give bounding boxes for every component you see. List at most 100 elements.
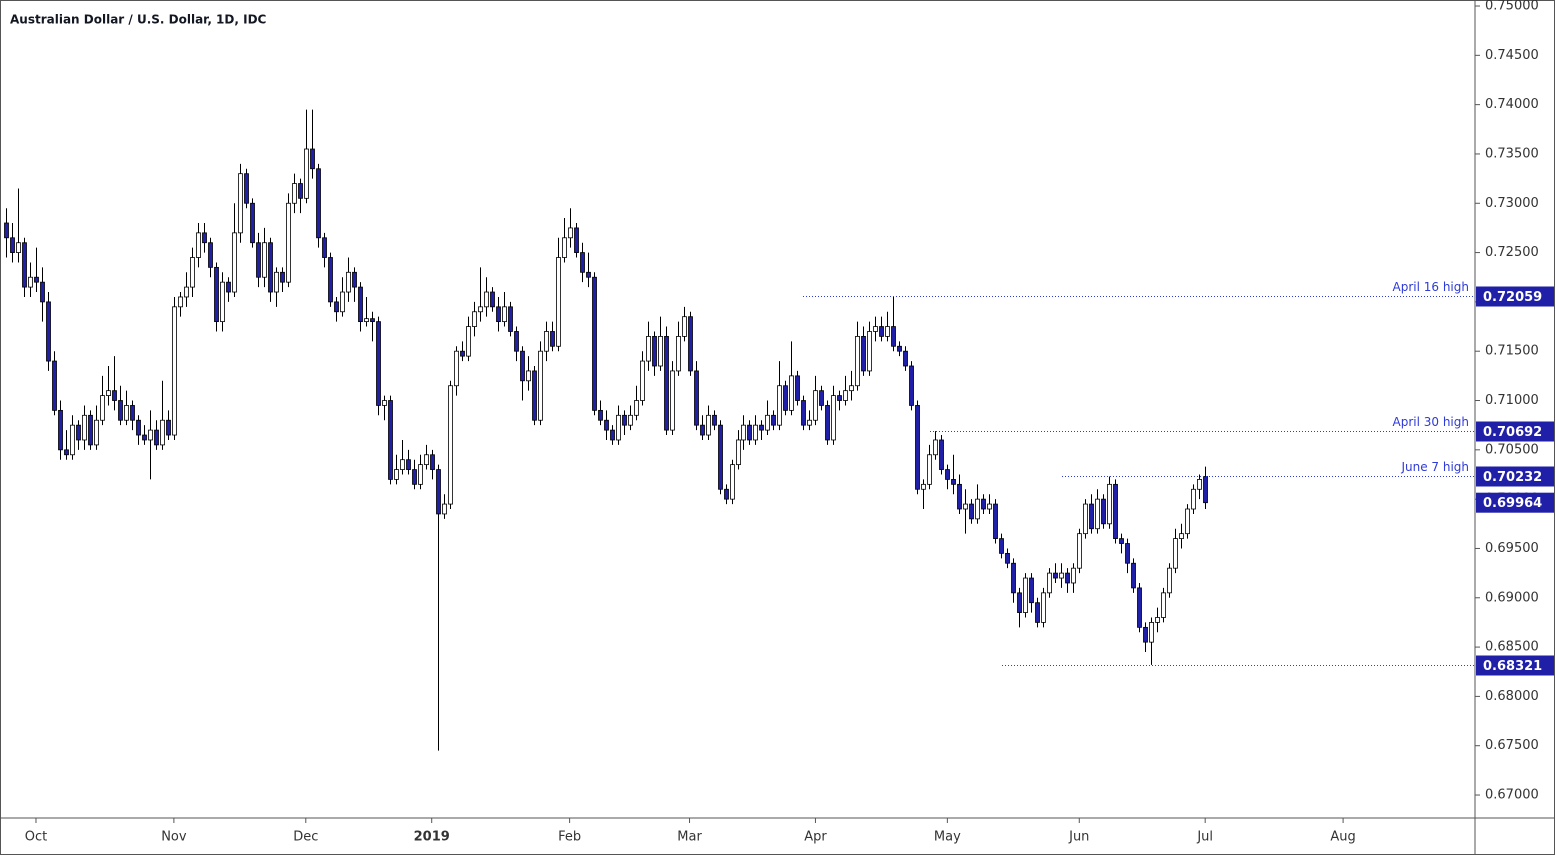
candle-body [783, 385, 788, 411]
candle-body [628, 414, 633, 426]
candle-body [256, 242, 261, 278]
x-tick-label: May [934, 830, 961, 845]
x-tick-label: Oct [25, 830, 47, 845]
y-tick-label: 0.75000 [1485, 0, 1539, 14]
level-label: June 7 high [1400, 460, 1469, 474]
candle-body [1125, 543, 1130, 564]
y-tick-label: 0.68000 [1485, 689, 1539, 704]
candle-body [592, 276, 597, 411]
candle-body [538, 350, 543, 421]
candle-body [939, 439, 944, 470]
candle-body [442, 503, 447, 515]
candle-body [736, 439, 741, 466]
candle-body [1137, 587, 1142, 628]
candle-body [777, 385, 782, 426]
y-tick-label: 0.73000 [1485, 196, 1539, 211]
candle-body [70, 424, 75, 456]
price-tag [1476, 492, 1554, 513]
candle-body [801, 400, 806, 426]
candle-body [891, 326, 896, 347]
candle-body [460, 350, 465, 357]
candle-body [873, 326, 878, 332]
candle-body [136, 419, 141, 436]
price-tag-label: 0.72059 [1483, 290, 1542, 305]
candle-body [664, 336, 669, 431]
candle-body [586, 271, 591, 278]
candle-body [142, 434, 147, 441]
candle-body [214, 266, 219, 323]
candle-body [298, 183, 303, 199]
candle-body [526, 370, 531, 382]
candle-body [712, 414, 717, 426]
candle-body [502, 306, 507, 323]
candle-body [352, 271, 357, 288]
candle-body [130, 405, 135, 421]
price-tag-label: 0.70692 [1483, 425, 1542, 440]
candle-body [1149, 622, 1154, 643]
candle-body [1041, 592, 1046, 623]
x-tick-label: Dec [293, 830, 318, 845]
candle-body [454, 350, 459, 387]
candle-body [262, 242, 267, 278]
candle-body [927, 454, 932, 485]
level-label: April 30 high [1393, 415, 1470, 429]
candle-body [448, 385, 453, 505]
candle-body [82, 414, 87, 441]
candle-body [933, 439, 938, 456]
candle-body [196, 232, 201, 258]
candle-body [795, 375, 800, 401]
candle-body [394, 469, 399, 480]
candle-body [849, 385, 854, 392]
candle-body [328, 257, 333, 303]
candle-body [1029, 577, 1034, 604]
candle-body [232, 232, 237, 293]
candle-body [682, 316, 687, 337]
candle-body [304, 148, 309, 199]
candle-body [322, 237, 327, 258]
candle-body [1053, 572, 1058, 579]
candle-body [1017, 592, 1022, 613]
y-tick-label: 0.67000 [1485, 788, 1539, 803]
candle-body [124, 405, 129, 421]
candle-body [10, 237, 15, 253]
candle-body [724, 488, 729, 500]
candle-body [1083, 503, 1088, 535]
candle-body [190, 257, 195, 288]
candle-body [676, 336, 681, 372]
candle-body [747, 424, 752, 441]
candle-body [819, 390, 824, 406]
candle-body [1071, 567, 1076, 584]
candle-body [46, 301, 51, 362]
candle-body [1047, 572, 1052, 594]
candle-body [226, 281, 231, 293]
candle-body [562, 237, 567, 258]
candle-body [28, 276, 33, 288]
candle-body [238, 173, 243, 234]
x-tick-label: Apr [804, 830, 827, 845]
candle-body [148, 429, 153, 441]
candle-body [1197, 479, 1202, 490]
candle-body [610, 429, 615, 441]
candle-body [1011, 562, 1016, 594]
candle-body [1089, 503, 1094, 530]
candle-body [1179, 533, 1184, 539]
candle-body [286, 202, 291, 283]
candle-body [1077, 533, 1082, 569]
candle-body [250, 202, 255, 244]
candle-body [963, 503, 968, 510]
candle-body [652, 336, 657, 367]
candle-body [544, 331, 549, 352]
candle-body [532, 370, 537, 421]
candle-body [574, 227, 579, 253]
y-tick-label: 0.74000 [1485, 97, 1539, 112]
candle-body [1203, 476, 1208, 504]
price-tag-label: 0.70232 [1483, 470, 1542, 485]
candle-body [789, 375, 794, 411]
candle-body [424, 454, 429, 466]
y-tick-label: 0.69000 [1485, 590, 1539, 605]
candle-body [741, 424, 746, 441]
candle-body [598, 409, 603, 421]
price-tag [1476, 286, 1554, 307]
candle-body [184, 286, 189, 298]
